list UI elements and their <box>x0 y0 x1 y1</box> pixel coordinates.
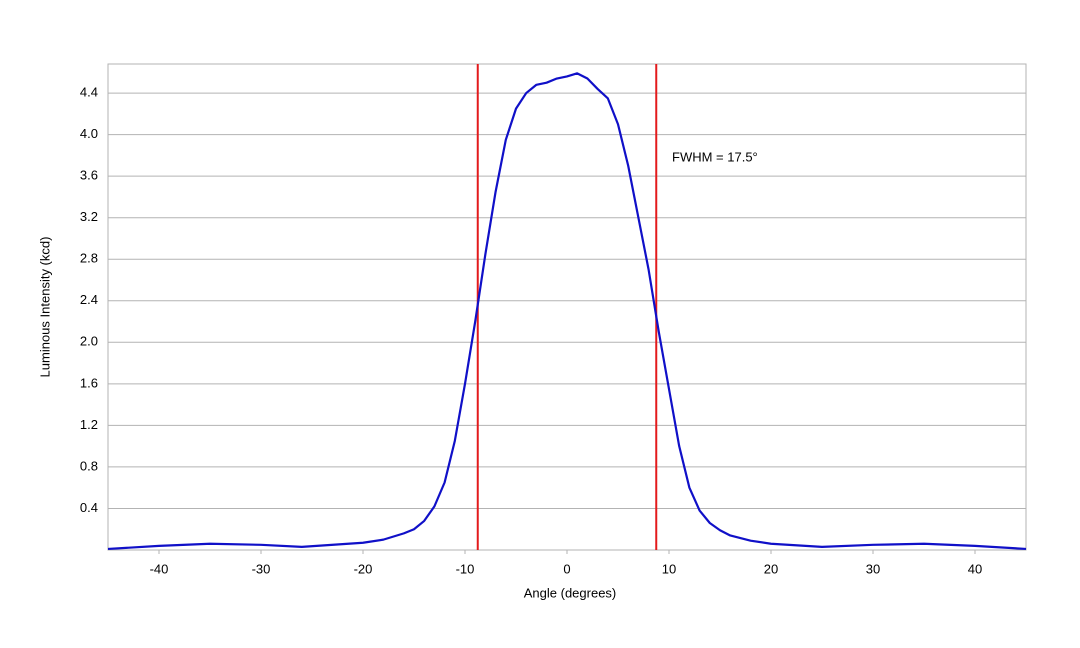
x-tick-label: -40 <box>150 561 169 576</box>
y-tick-label: 1.6 <box>80 375 98 390</box>
y-tick-label: 3.6 <box>80 168 98 183</box>
y-tick-label: 4.0 <box>80 126 98 141</box>
y-axis-label: Luminous Intensity (kcd) <box>37 237 52 378</box>
y-tick-label: 0.8 <box>80 458 98 473</box>
x-tick-label: 40 <box>968 561 982 576</box>
x-tick-label: -30 <box>252 561 271 576</box>
x-tick-label: 0 <box>563 561 570 576</box>
x-tick-label: 10 <box>662 561 676 576</box>
x-tick-label: -20 <box>354 561 373 576</box>
x-tick-label: -10 <box>456 561 475 576</box>
y-tick-label: 0.4 <box>80 500 98 515</box>
y-tick-label: 2.4 <box>80 292 98 307</box>
y-tick-label: 2.0 <box>80 334 98 349</box>
x-tick-label: 20 <box>764 561 778 576</box>
y-tick-label: 3.2 <box>80 209 98 224</box>
y-tick-label: 4.4 <box>80 85 98 100</box>
intensity-curve <box>107 72 1027 551</box>
annotation: FWHM = 17.5° <box>672 149 758 164</box>
y-tick-label: 1.2 <box>80 417 98 432</box>
y-tick-label: 2.8 <box>80 251 98 266</box>
plot-frame <box>107 63 1027 551</box>
x-axis-label: Angle (degrees) <box>524 585 617 600</box>
x-tick-label: 30 <box>866 561 880 576</box>
